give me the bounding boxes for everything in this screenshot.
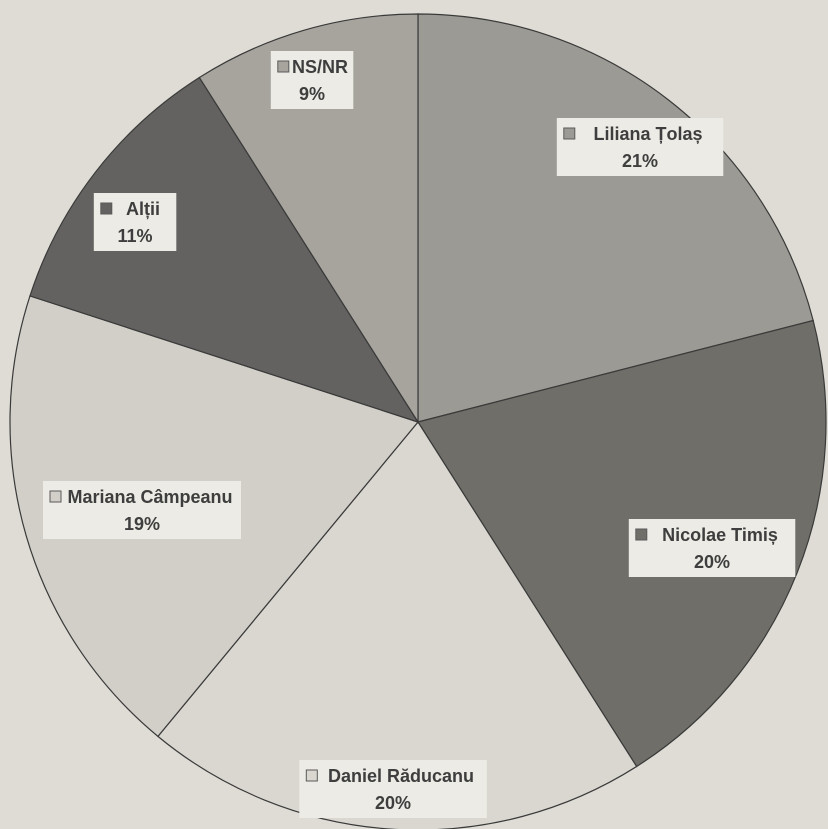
- slice-label-name: Alții: [126, 199, 160, 219]
- slice-label-value: 20%: [694, 552, 730, 572]
- slice-label: Liliana Țolaș 21%: [556, 118, 724, 176]
- slice-label-name: Mariana Câmpeanu: [67, 487, 232, 507]
- legend-swatch-icon: [49, 490, 62, 503]
- slice-label-name: Nicolae Timiș: [662, 525, 778, 545]
- slice-label-box: [556, 118, 724, 176]
- legend-swatch-icon: [563, 127, 576, 140]
- slice-label-value: 21%: [622, 151, 658, 171]
- slice-label: Mariana Câmpeanu 19%: [43, 481, 241, 539]
- slice-label-name: Daniel Răducanu: [328, 766, 474, 786]
- pie-slice: [417, 13, 814, 423]
- legend-swatch-icon: [100, 202, 113, 215]
- pie-slice: [29, 76, 420, 424]
- pie-slice: [417, 319, 827, 768]
- slice-label-box: [43, 481, 241, 539]
- slice-label: NS/NR 9%: [270, 51, 354, 109]
- legend-swatch-icon: [277, 60, 290, 73]
- slice-label-box: [628, 519, 796, 577]
- pie-slice: [198, 13, 419, 425]
- slice-label: Nicolae Timiș 20%: [628, 519, 796, 577]
- legend-swatch-icon: [635, 528, 648, 541]
- slice-label: Daniel Răducanu 20%: [299, 760, 487, 818]
- pie-slice: [157, 420, 638, 829]
- legend-swatch-icon: [305, 769, 318, 782]
- slice-label: Alții 11%: [93, 193, 177, 251]
- slice-label-value: 9%: [299, 84, 325, 104]
- slice-label-box: [299, 760, 487, 818]
- slice-label-name: Liliana Țolaș: [593, 124, 702, 144]
- slice-label-value: 20%: [375, 793, 411, 813]
- slice-label-name: NS/NR: [292, 57, 348, 77]
- slice-label-value: 11%: [117, 226, 152, 246]
- slice-label-value: 19%: [124, 514, 160, 534]
